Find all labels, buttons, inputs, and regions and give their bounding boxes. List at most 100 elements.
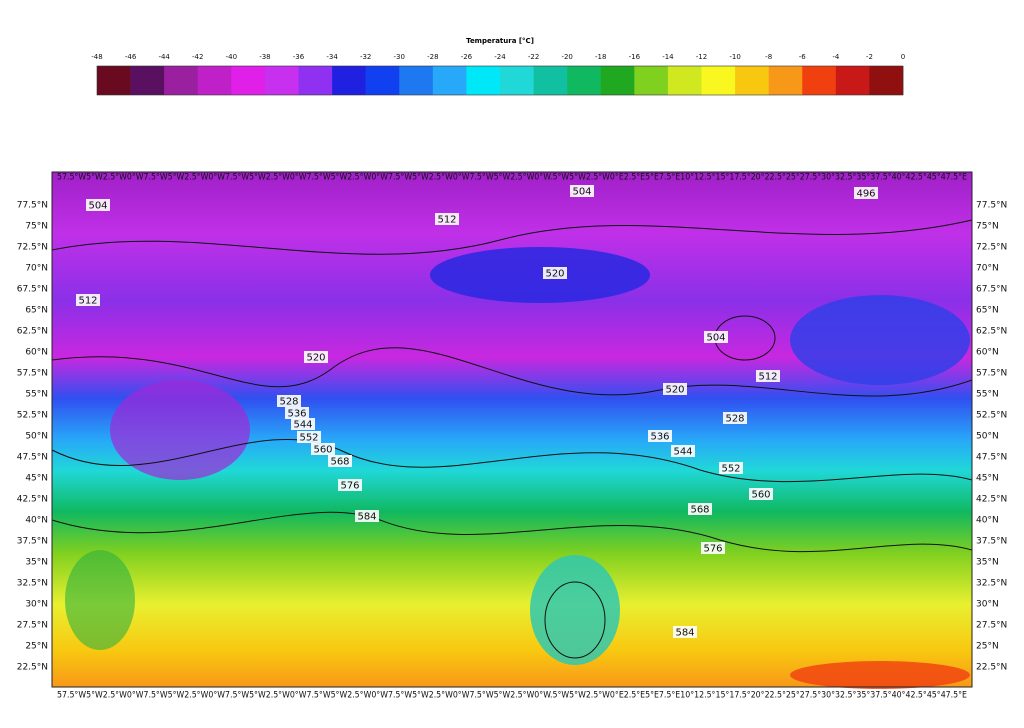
lat-label-left: 57.5°N xyxy=(17,369,48,379)
colorbar-box xyxy=(332,66,366,95)
colorbar-box xyxy=(802,66,837,95)
colorbar-tick-label: -22 xyxy=(528,53,539,61)
contour-label-box xyxy=(854,187,878,199)
lat-label-right: 65°N xyxy=(976,306,999,316)
colorbar-tick-label: -26 xyxy=(461,53,473,61)
contour-label: 504 xyxy=(88,201,107,212)
colorbar-box xyxy=(197,66,232,95)
colorbar-box xyxy=(97,66,131,95)
lat-label-right: 67.5°N xyxy=(976,285,1007,295)
contour-label: 504 xyxy=(572,187,591,198)
colorbar-tick-label: -20 xyxy=(561,53,572,61)
contour-label-box xyxy=(648,430,672,442)
map-labels: 77.5°N 77.5°N 75°N 75°N 72.5°N 72.5°N 70°N 70°N… xyxy=(17,185,1007,673)
contour-label: 520 xyxy=(545,269,564,280)
lat-label-left: 27.5°N xyxy=(17,621,48,631)
colorbar-box xyxy=(466,66,501,95)
contour-label-box xyxy=(756,370,780,382)
lat-label-right: 50°N xyxy=(976,432,999,442)
contour-label: 512 xyxy=(758,372,777,383)
lat-label-left: 70°N xyxy=(25,264,48,274)
lat-label-right: 42.5°N xyxy=(976,495,1007,505)
colorbar-box xyxy=(399,66,434,95)
colorbar-tick-label: -24 xyxy=(494,53,506,61)
contour-line xyxy=(544,581,606,659)
contour-label-box xyxy=(311,443,335,455)
contour-label-box xyxy=(76,294,100,306)
lat-label-left: 22.5°N xyxy=(17,663,48,673)
lat-label-right: 77.5°N xyxy=(976,201,1007,211)
contour-label-box xyxy=(435,213,459,225)
colorbar-tick-label: -40 xyxy=(226,53,237,61)
lat-label-right: 30°N xyxy=(976,600,999,610)
lat-label-right: 72.5°N xyxy=(976,243,1007,253)
lat-label-left: 52.5°N xyxy=(17,411,48,421)
contour-label-box xyxy=(543,267,567,279)
cold-low xyxy=(530,555,620,665)
lat-label-left: 75°N xyxy=(25,222,48,232)
contour-label: 544 xyxy=(673,447,692,458)
colorbar-tick-label: -42 xyxy=(192,53,203,61)
lat-label-right: 25°N xyxy=(976,642,999,652)
cold-core xyxy=(790,295,970,385)
contour-label-box xyxy=(328,455,352,467)
contour-label: 528 xyxy=(725,414,744,425)
colorbar-box xyxy=(432,66,467,95)
contour-label: 544 xyxy=(293,420,312,431)
contour-line xyxy=(51,439,973,483)
contour-label-box xyxy=(663,383,687,395)
lat-label-left: 45°N xyxy=(25,474,48,484)
lon-labels-top: 57.5°W5°W2.5°W0°W7.5°W5°W2.5°W0°W7.5°W5°… xyxy=(57,172,967,182)
colorbar-box xyxy=(835,66,870,95)
colorbar-frame xyxy=(96,65,904,96)
colorbar-tick-label: -14 xyxy=(662,53,674,61)
contour-line xyxy=(51,347,973,397)
contour-label-box xyxy=(704,331,728,343)
contour-label: 568 xyxy=(330,457,349,468)
contour-label-box xyxy=(297,431,321,443)
contour-line xyxy=(51,511,973,553)
lat-label-right: 57.5°N xyxy=(976,369,1007,379)
colorbar-box xyxy=(567,66,602,95)
colorbar-box xyxy=(231,66,266,95)
contour-label-box xyxy=(723,412,747,424)
contour-label-box xyxy=(673,626,697,638)
contour-label-box xyxy=(688,503,712,515)
colorbar-tick-label: -10 xyxy=(729,53,740,61)
lat-label-right: 45°N xyxy=(976,474,999,484)
colorbar-tick-label: -28 xyxy=(427,53,438,61)
contour-label-box xyxy=(291,418,315,430)
lat-label-right: 55°N xyxy=(976,390,999,400)
colorbar-title: Temperatura [°C] xyxy=(466,37,534,45)
colorbar: -48 -46 -44 -42 -40 -38 -36 -34 -32 -30 -28 -26 -24-… xyxy=(91,53,905,96)
lat-label-left: 62.5°N xyxy=(17,327,48,337)
contour-label-box xyxy=(570,185,594,197)
contour-label: 504 xyxy=(706,333,725,344)
lat-label-left: 35°N xyxy=(25,558,48,568)
lat-label-right: 27.5°N xyxy=(976,621,1007,631)
colorbar-box xyxy=(130,66,165,95)
lat-label-left: 50°N xyxy=(25,432,48,442)
colorbar-tick-label: -16 xyxy=(629,53,641,61)
cold-tongue xyxy=(110,380,250,480)
colorbar-tick-label: -36 xyxy=(293,53,305,61)
contour-label: 584 xyxy=(357,512,376,523)
colorbar-tick-label: -2 xyxy=(866,53,873,61)
lat-label-left: 77.5°N xyxy=(17,201,48,211)
lat-label-right: 60°N xyxy=(976,348,999,358)
lat-label-left: 72.5°N xyxy=(17,243,48,253)
contour-label: 552 xyxy=(299,433,318,444)
colorbar-tick-label: -38 xyxy=(259,53,270,61)
lat-label-right: 47.5°N xyxy=(976,453,1007,463)
colorbar-box xyxy=(365,66,400,95)
lat-label-right: 35°N xyxy=(976,558,999,568)
colorbar-tick-label: -44 xyxy=(158,53,170,61)
colorbar-tick-label: 0 xyxy=(901,53,905,61)
contour-label: 528 xyxy=(279,397,298,408)
lat-label-left: 55°N xyxy=(25,390,48,400)
contour-label: 584 xyxy=(675,628,694,639)
contour-label-box xyxy=(338,479,362,491)
colorbar-box xyxy=(164,66,199,95)
contour-label: 520 xyxy=(306,353,325,364)
